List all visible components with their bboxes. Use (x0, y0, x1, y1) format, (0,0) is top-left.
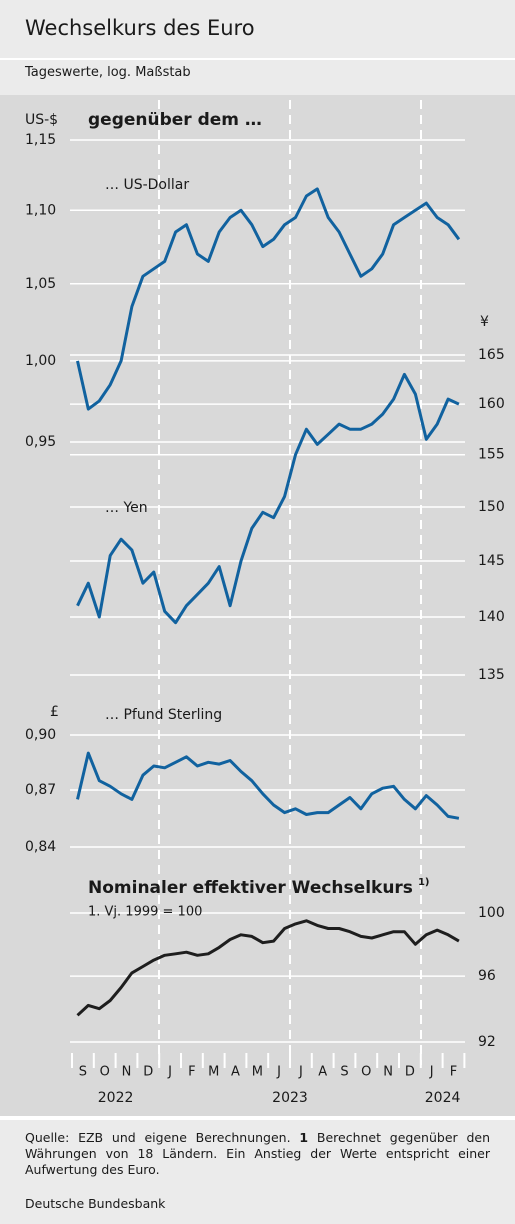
y-tick-label: 92 (478, 1034, 496, 1050)
x-tick-label: S (79, 1065, 87, 1080)
y-tick-label: 145 (478, 553, 505, 569)
y-tick-label: 135 (478, 667, 505, 683)
y-tick-label: 150 (478, 499, 505, 515)
x-tick-label: D (143, 1065, 153, 1080)
subtitle: Tageswerte, log. Maßstab (25, 65, 191, 80)
x-tick-label: N (122, 1065, 132, 1080)
note: Berechnet gegenüber den Währungen von 18… (25, 1130, 490, 1177)
y-tick-label: 0,90 (25, 727, 56, 743)
y-tick-label: 100 (478, 905, 505, 921)
series-line (76, 187, 461, 411)
y-tick-label: 160 (478, 396, 505, 412)
panel-subtitle: 1. Vj. 1999 = 100 (88, 905, 202, 920)
x-tick-label: J (167, 1065, 172, 1080)
rule (0, 1116, 515, 1120)
x-tick-label: M (208, 1065, 219, 1080)
year-label: 2022 (98, 1090, 134, 1106)
panel-title: gegenüber dem … (88, 110, 262, 130)
y-tick-label: 165 (478, 347, 505, 363)
publisher: Deutsche Bundesbank (25, 1196, 166, 1211)
chart: 0,95 1,00 1,05 1,10 1,15 US-$ gegenüber dem … …… (0, 95, 515, 1120)
x-tick-label: D (405, 1065, 415, 1080)
plot-background (0, 95, 515, 1118)
header: Wechselkurs des Euro Tageswerte, log. Ma… (0, 0, 515, 95)
series-label: … Yen (105, 500, 148, 516)
note-number: 1 (299, 1130, 309, 1145)
y-axis-label: ¥ (480, 314, 489, 330)
x-tick-label: N (383, 1065, 393, 1080)
series-line (76, 919, 460, 1017)
x-tick-label: F (188, 1065, 195, 1080)
year-lines (158, 100, 422, 1065)
x-tick-label: O (361, 1065, 371, 1080)
panel-title: Nominaler effektiver Wechselkurs (88, 878, 413, 898)
y-tick-label: 0,87 (25, 782, 56, 798)
x-tick-label: J (298, 1065, 303, 1080)
y-tick-label: 96 (478, 968, 496, 984)
x-tick-label: A (318, 1065, 327, 1080)
y-tick-label: 155 (478, 447, 505, 463)
y-tick-label: 0,84 (25, 839, 56, 855)
y-tick-label: 1,05 (25, 276, 56, 292)
year-label: 2024 (425, 1090, 461, 1106)
series-line (76, 372, 460, 625)
y-axis-label: US-$ (25, 112, 58, 128)
title: Wechselkurs des Euro (25, 16, 255, 40)
series-line (76, 751, 460, 820)
series-label: … US-Dollar (105, 177, 189, 193)
rule (0, 58, 515, 60)
series-label: … Pfund Sterling (105, 707, 222, 723)
x-tick-label: M (252, 1065, 263, 1080)
x-tick-label: F (450, 1065, 457, 1080)
x-tick-label: O (100, 1065, 110, 1080)
y-tick-label: 0,95 (25, 434, 56, 450)
x-tick-label: A (231, 1065, 240, 1080)
source: Quelle: EZB und eigene Berechnungen. (25, 1130, 291, 1145)
year-label: 2023 (272, 1090, 308, 1106)
y-tick-label: 1,15 (25, 132, 56, 148)
y-tick-label: 1,10 (25, 202, 56, 218)
y-tick-label: 1,00 (25, 353, 56, 369)
y-axis-label: £ (50, 704, 59, 720)
x-tick-label: J (276, 1065, 281, 1080)
x-tick-label: S (340, 1065, 348, 1080)
x-tick-label: J (429, 1065, 434, 1080)
footnote: Quelle: EZB und eigene Berechnungen. 1 B… (25, 1130, 490, 1178)
title-note: 1) (418, 877, 430, 888)
y-tick-label: 140 (478, 609, 505, 625)
